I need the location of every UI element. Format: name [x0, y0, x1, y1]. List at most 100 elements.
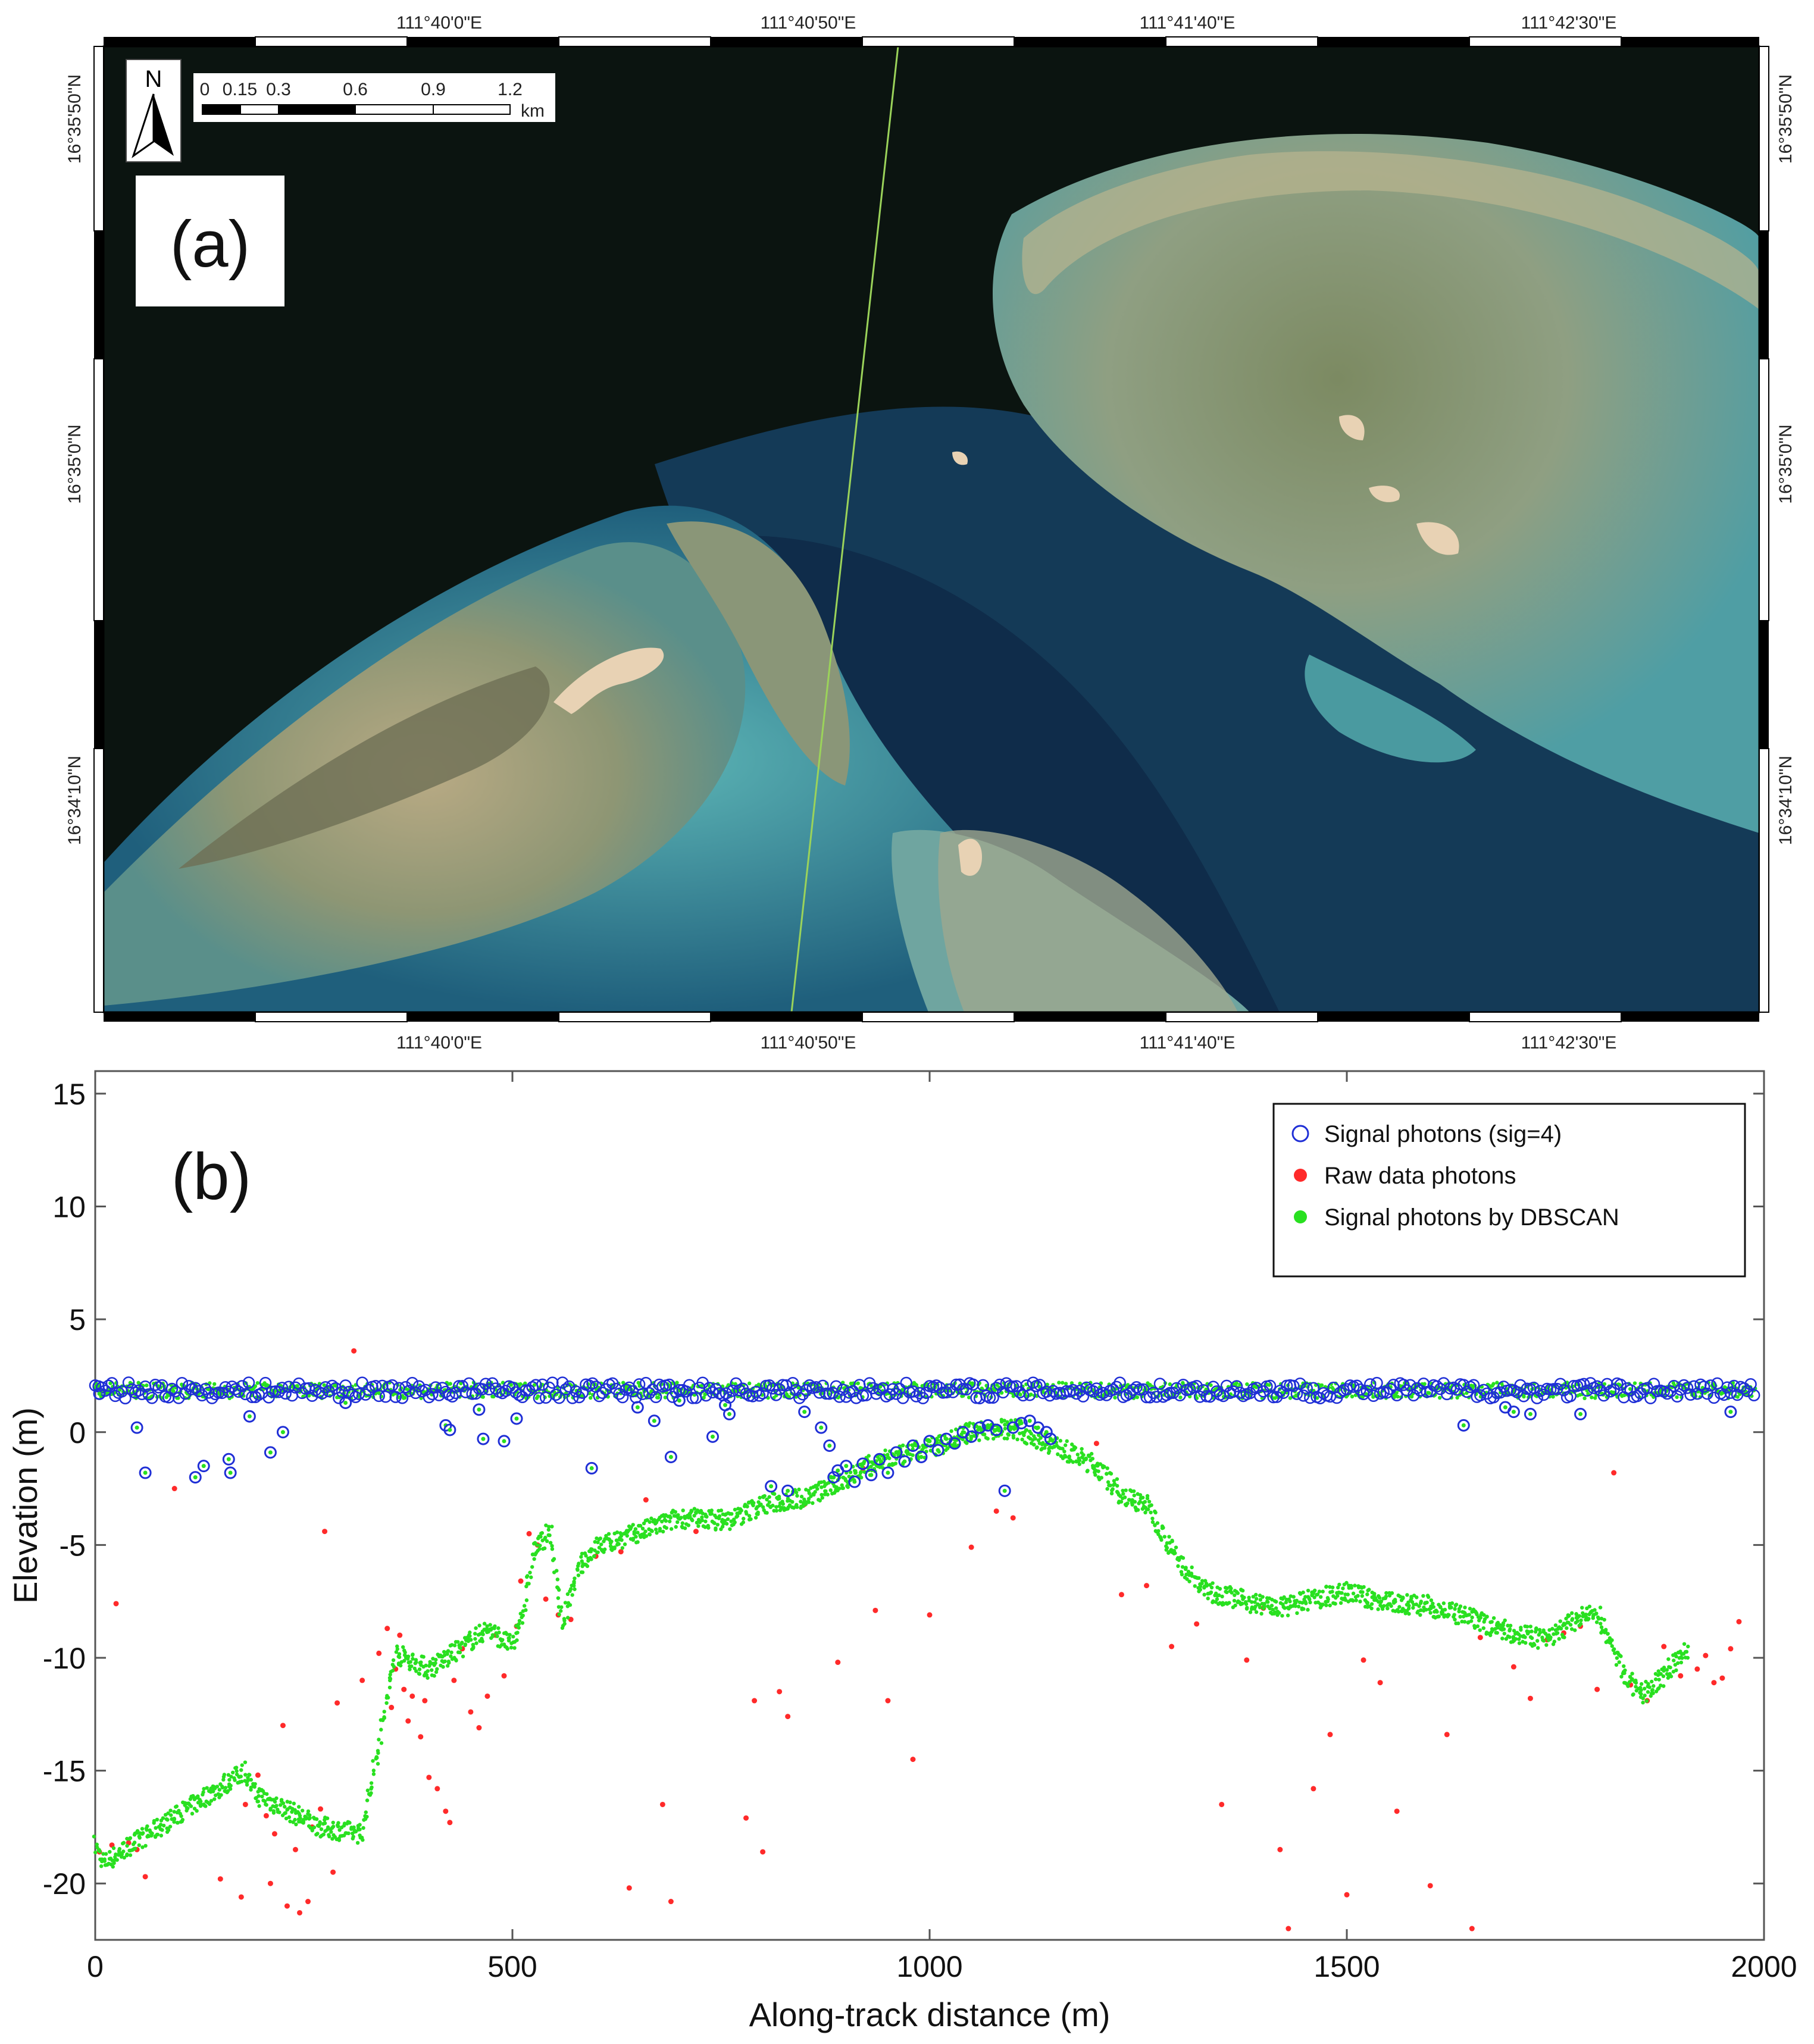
map-frame-bottom [104, 1012, 1759, 1022]
dbscan-photon-point [245, 1783, 249, 1787]
dbscan-photon-point [1390, 1591, 1394, 1595]
dbscan-photon-point [327, 1833, 331, 1837]
dbscan-photon-point [1209, 1585, 1214, 1590]
dbscan-photon-point [844, 1464, 849, 1469]
dbscan-photon-point [642, 1521, 646, 1526]
dbscan-photon-point [1019, 1421, 1024, 1426]
dbscan-photon-point [632, 1532, 636, 1536]
dbscan-photon-point [1524, 1641, 1528, 1645]
map-frame-left [93, 46, 104, 1013]
dbscan-photon-point [307, 1817, 311, 1821]
dbscan-photon-point [222, 1773, 227, 1777]
dbscan-photon-point [911, 1453, 915, 1457]
dbscan-photon-point [1273, 1396, 1277, 1400]
signal-photon-point [783, 1387, 796, 1400]
dbscan-photon-point [640, 1526, 645, 1531]
dbscan-photon-point [705, 1514, 709, 1519]
dbscan-photon-point [883, 1448, 887, 1453]
dbscan-photon-point [253, 1384, 258, 1388]
dbscan-photon-point [294, 1822, 298, 1827]
dbscan-photon-point [307, 1813, 312, 1817]
signal-photon-point [1747, 1389, 1760, 1401]
dbscan-photon-point [274, 1804, 279, 1808]
dbscan-photon-point [668, 1519, 672, 1523]
dbscan-photon-point [669, 1527, 674, 1531]
dbscan-photon-point [579, 1555, 583, 1559]
raw-photon-point [526, 1530, 532, 1536]
dbscan-photon-point [1044, 1430, 1049, 1435]
dbscan-photon-point [1393, 1599, 1397, 1604]
signal-photon-point [1701, 1387, 1713, 1400]
dbscan-photon-point [1639, 1692, 1643, 1696]
dbscan-photon-point [1425, 1600, 1429, 1605]
dbscan-photon-point [799, 1494, 804, 1499]
dbscan-photon-point [1240, 1601, 1244, 1606]
dbscan-photon-point [189, 1804, 193, 1808]
dbscan-photon-point [247, 1773, 251, 1777]
raw-photon-point [1719, 1675, 1725, 1681]
dbscan-photon-point [1300, 1601, 1305, 1605]
dbscan-photon-point [132, 1840, 137, 1845]
signal-photon-point [456, 1379, 469, 1392]
dbscan-photon-point [1242, 1595, 1246, 1599]
dbscan-photon-point [1419, 1599, 1424, 1604]
dbscan-photon-point [563, 1601, 568, 1605]
dbscan-photon-point [580, 1570, 585, 1575]
dbscan-photon-point [1274, 1606, 1278, 1610]
dbscan-photon-point [650, 1529, 654, 1533]
dbscan-photon-point [1286, 1613, 1290, 1617]
dbscan-photon-point [426, 1676, 430, 1680]
dbscan-photon-point [323, 1821, 327, 1826]
signal-photon-point [948, 1437, 961, 1450]
dbscan-photon-point [1672, 1658, 1676, 1663]
dbscan-photon-point [1145, 1496, 1150, 1501]
dbscan-photon-point [1153, 1510, 1158, 1515]
dbscan-photon-point [1077, 1462, 1082, 1466]
dbscan-photon-point [204, 1804, 208, 1808]
dbscan-photon-point [1650, 1679, 1654, 1684]
dbscan-photon-point [1302, 1607, 1306, 1611]
dbscan-photon-point [431, 1657, 435, 1661]
signal-photon-point [827, 1471, 840, 1484]
signal-photon-point [1263, 1379, 1277, 1392]
dbscan-photon-point [615, 1530, 620, 1535]
raw-photon-point [643, 1497, 649, 1503]
dbscan-photon-point [524, 1598, 529, 1602]
dbscan-photon-point [1593, 1396, 1597, 1400]
dbscan-photon-point [280, 1430, 285, 1435]
dbscan-photon-point [1003, 1426, 1008, 1431]
dbscan-photon-point [1280, 1614, 1284, 1618]
dbscan-photon-point [343, 1400, 348, 1405]
dbscan-photon-point [314, 1832, 318, 1837]
signal-photon-point [890, 1446, 903, 1459]
dbscan-photon-point [497, 1630, 501, 1635]
raw-photon-point [968, 1544, 974, 1550]
raw-photon-point [885, 1698, 891, 1704]
left-lat-label: 16°35'50"N [65, 74, 85, 164]
signal-photon-point [833, 1391, 846, 1403]
dbscan-photon-point [1149, 1503, 1153, 1507]
dbscan-photon-point [277, 1810, 282, 1814]
dbscan-photon-point [330, 1837, 334, 1841]
dbscan-photon-point [1458, 1604, 1463, 1608]
dbscan-photon-point [456, 1640, 460, 1644]
dbscan-photon-point [1634, 1685, 1638, 1689]
dbscan-photon-point [212, 1797, 217, 1801]
top-lon-label: 111°42'30"E [1521, 13, 1617, 33]
dbscan-photon-point [1562, 1635, 1566, 1639]
dbscan-photon-point [1037, 1433, 1041, 1437]
dbscan-photon-point [1158, 1535, 1162, 1539]
dbscan-photon-point [977, 1425, 982, 1430]
dbscan-photon-point [384, 1696, 389, 1700]
dbscan-photon-point [625, 1530, 630, 1534]
signal-photon-point [1671, 1390, 1684, 1403]
dbscan-photon-point [1294, 1598, 1299, 1603]
dbscan-photon-point [1124, 1488, 1128, 1492]
dbscan-photon-point [1668, 1666, 1672, 1670]
dbscan-photon-point [1296, 1604, 1301, 1609]
dbscan-photon-point [448, 1382, 452, 1386]
dbscan-photon-point [517, 1622, 521, 1626]
dbscan-photon-point [424, 1663, 428, 1668]
dbscan-photon-point [703, 1519, 708, 1523]
dbscan-photon-point [502, 1439, 506, 1444]
